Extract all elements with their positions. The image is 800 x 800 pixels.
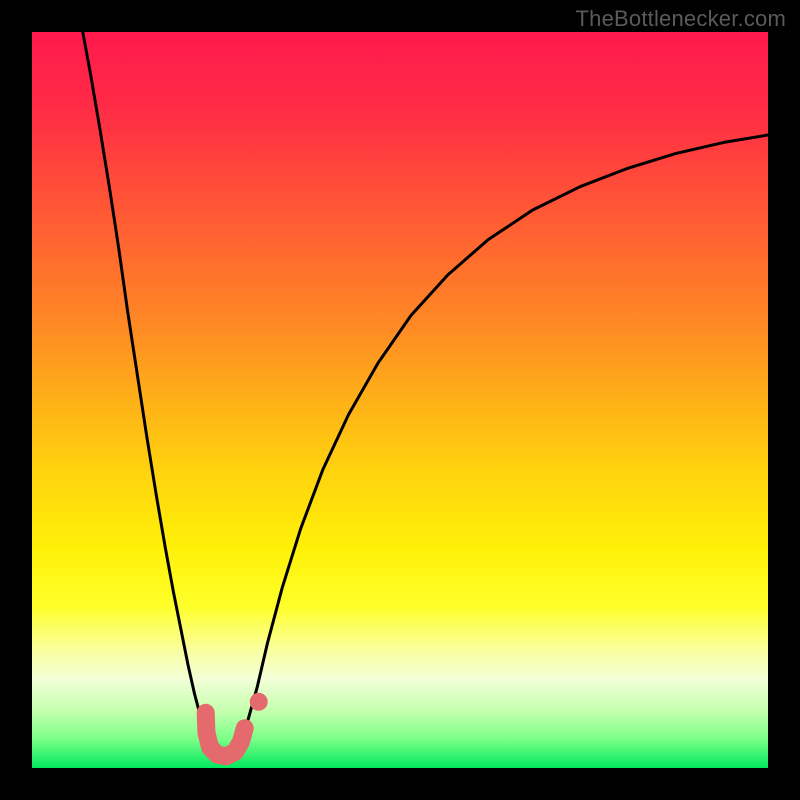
- watermark-text: TheBottlenecker.com: [576, 6, 786, 32]
- marker-right-dot: [250, 693, 268, 711]
- plot-svg: [32, 32, 768, 768]
- chart-stage: TheBottlenecker.com: [0, 0, 800, 800]
- plot-frame: [32, 32, 768, 768]
